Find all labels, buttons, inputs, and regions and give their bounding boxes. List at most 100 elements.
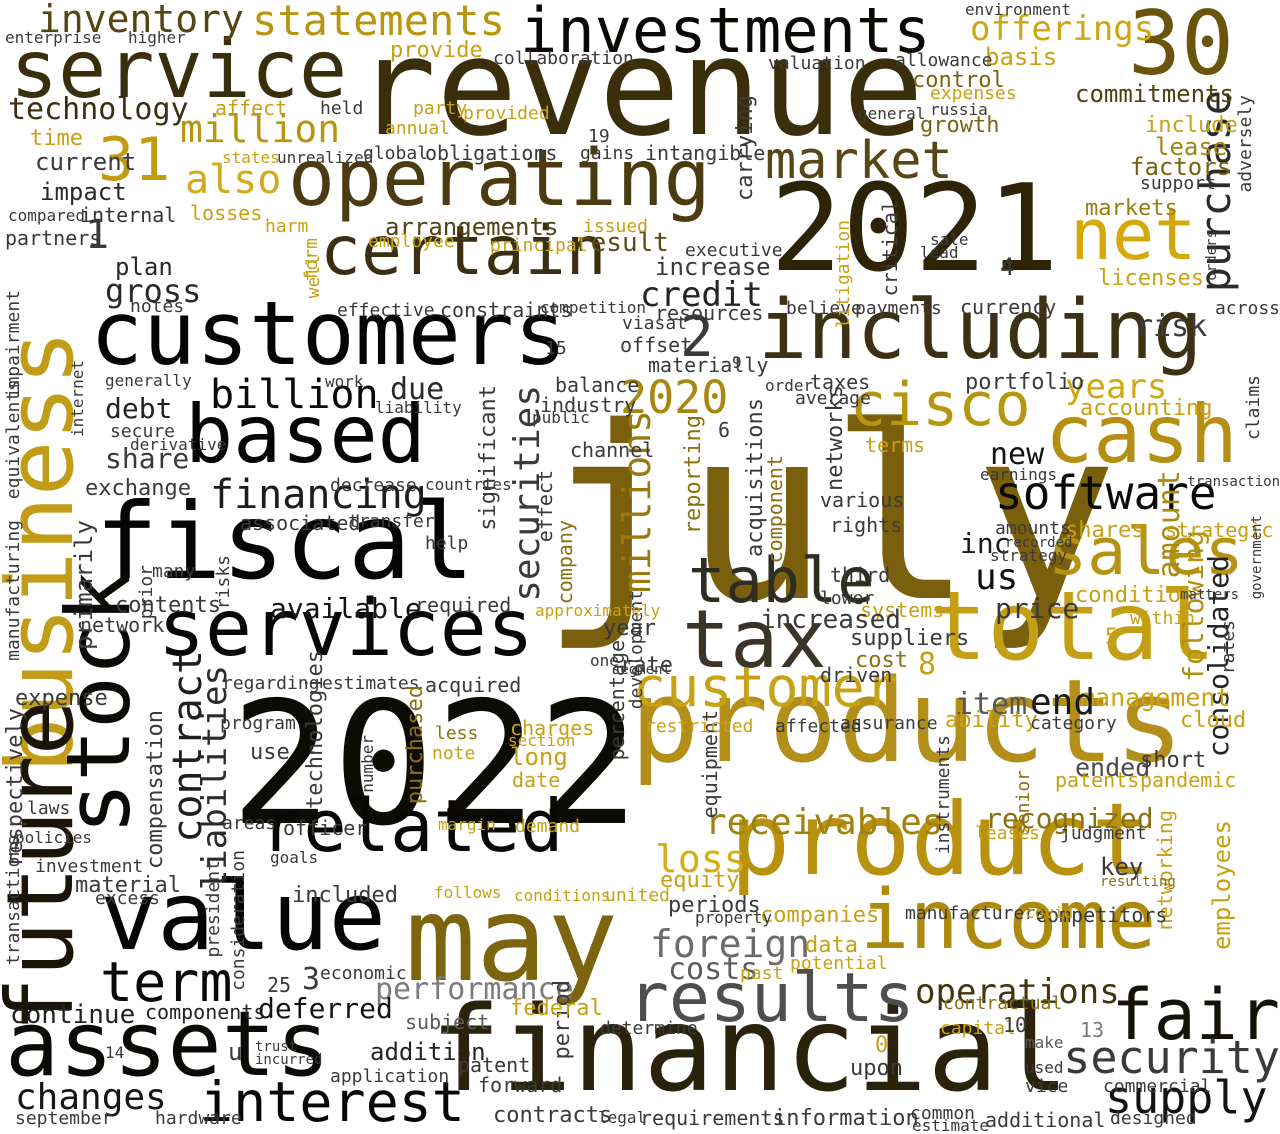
cloud-word: one <box>590 651 619 670</box>
cloud-word: gross <box>105 272 202 310</box>
cloud-word: enterprise <box>5 28 102 47</box>
cloud-word: expenses <box>930 83 1017 104</box>
cloud-word: products <box>630 655 1184 789</box>
cloud-word: provided <box>463 103 550 124</box>
cloud-word: september <box>15 1108 113 1129</box>
cloud-word: used <box>1025 1058 1064 1077</box>
cloud-word: affect <box>215 96 288 120</box>
cloud-word: currency <box>960 295 1057 319</box>
cloud-word: estimates <box>322 673 420 694</box>
cloud-word: transactions <box>3 835 24 966</box>
cloud-word: available <box>270 592 422 625</box>
cloud-word: growth <box>920 113 1000 138</box>
cloud-word: upon <box>850 1056 903 1081</box>
cloud-word: billion <box>210 372 379 418</box>
cloud-word: well <box>303 255 324 299</box>
cloud-word: basis <box>985 43 1058 71</box>
cloud-word: transfer <box>348 511 435 532</box>
cloud-word: within <box>1130 608 1196 629</box>
cloud-word: components <box>145 1000 266 1024</box>
cloud-word: russia <box>930 100 988 119</box>
cloud-word: shares <box>1065 518 1145 543</box>
cloud-word: based <box>185 388 426 481</box>
cloud-word: segment <box>612 662 672 678</box>
cloud-word: million <box>180 107 341 151</box>
cloud-word: customer <box>633 655 898 719</box>
cloud-word: support <box>1140 173 1216 194</box>
cloud-word: cisco <box>850 370 1031 440</box>
cloud-word: addition <box>370 1038 486 1066</box>
cloud-word: derivative <box>130 435 227 454</box>
cloud-word: assets <box>5 992 331 1097</box>
cloud-word: global <box>363 143 429 164</box>
cloud-word: note <box>432 743 476 764</box>
cloud-word: compared <box>8 206 86 225</box>
cloud-word: data <box>805 933 858 958</box>
cloud-word: market <box>765 131 953 191</box>
cloud-word: past <box>740 963 784 984</box>
cloud-word: revenue <box>355 9 924 166</box>
cloud-word: liability <box>375 398 462 417</box>
cloud-word: accounting <box>1080 396 1213 421</box>
cloud-word: systems <box>860 598 945 622</box>
cloud-word: terms <box>865 433 926 457</box>
cloud-word: federal <box>510 996 603 1021</box>
cloud-word: approximately <box>535 601 661 620</box>
cloud-word: 2022 <box>230 666 640 864</box>
cloud-word: contents <box>115 593 221 618</box>
cloud-word: years <box>1065 367 1168 407</box>
cloud-word: commercial <box>1103 1076 1212 1097</box>
cloud-word: notes <box>130 296 185 317</box>
cloud-word: common <box>910 1103 976 1124</box>
cloud-word: margin <box>438 815 496 834</box>
cloud-word: restricted <box>645 716 754 737</box>
cloud-word: secure <box>110 421 176 442</box>
cloud-word: financial <box>430 980 1070 1118</box>
cloud-word: legal <box>598 1108 647 1127</box>
cloud-word: designed <box>1110 1108 1197 1129</box>
cloud-word: follows <box>434 883 502 902</box>
cloud-word: associated <box>240 511 361 535</box>
cloud-word: driven <box>820 663 893 687</box>
cloud-word: areas <box>222 813 277 834</box>
cloud-word: economic <box>320 963 407 984</box>
cloud-word: effective <box>337 300 435 321</box>
cloud-word: 25 <box>267 973 292 997</box>
cloud-word: work <box>325 372 364 391</box>
cloud-word: rights <box>830 513 903 537</box>
cloud-word: strategy <box>990 546 1068 565</box>
cloud-word: president <box>203 860 224 958</box>
cloud-word: 1 <box>85 212 110 258</box>
cloud-word: countries <box>425 475 512 494</box>
cloud-word: security <box>1063 1031 1280 1084</box>
cloud-word: loss <box>655 837 747 881</box>
cloud-word: including <box>758 283 1203 378</box>
cloud-word: total <box>930 572 1216 682</box>
cloud-word: new <box>990 437 1045 472</box>
cloud-word: transaction <box>1187 474 1280 490</box>
cloud-word: increase <box>655 253 771 281</box>
cloud-word: vice <box>1025 1076 1069 1097</box>
cloud-word: lead <box>920 243 959 262</box>
cloud-word: unrealized <box>277 148 374 167</box>
cloud-word: 6 <box>718 418 731 442</box>
cloud-word: may <box>405 870 619 1008</box>
cloud-word: conditions <box>514 886 611 905</box>
cloud-word: results <box>628 959 915 1038</box>
cloud-word: critical <box>878 200 902 297</box>
cloud-word: held <box>320 98 364 119</box>
cloud-word: july <box>540 375 1118 655</box>
cloud-word: resources <box>655 301 764 325</box>
cloud-word: statements <box>252 0 505 45</box>
cloud-word: product <box>730 781 1152 898</box>
cloud-word: many <box>152 561 196 582</box>
cloud-word: periods <box>668 893 761 918</box>
cloud-word: make <box>1025 1033 1064 1052</box>
cloud-word: factors <box>1130 153 1232 181</box>
cloud-word: cash <box>1045 388 1238 481</box>
cloud-word: laws <box>27 798 71 819</box>
cloud-word: consideration <box>228 850 249 991</box>
cloud-word: goals <box>270 848 319 867</box>
cloud-word: network <box>80 613 165 637</box>
cloud-word: current <box>35 148 137 176</box>
